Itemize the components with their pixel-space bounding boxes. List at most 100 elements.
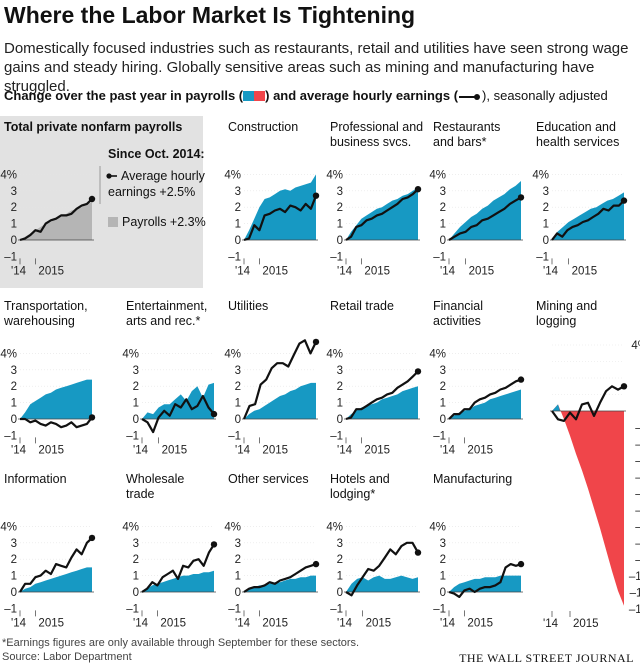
y-tick-label: 2 (337, 202, 343, 214)
panel-title: Mining and logging (536, 299, 597, 328)
earnings-endpoint (88, 195, 96, 203)
y-tick-label: 2 (11, 381, 17, 393)
y-tick-label: 2 (543, 202, 549, 214)
y-tick-label: –1 (536, 251, 549, 263)
x-tick-label: '14 (235, 617, 251, 629)
y-tick-label: 1 (11, 398, 17, 410)
x-tick-label: 2015 (162, 444, 188, 456)
x-tick-label: '14 (337, 444, 353, 456)
payrolls-area (449, 389, 521, 419)
y-tick-label: –9 (635, 555, 640, 567)
y-tick-label: 1 (133, 398, 139, 410)
payrolls-area (244, 174, 316, 240)
publisher-logo: THE WALL STREET JOURNAL (459, 651, 634, 665)
earnings-endpoint (88, 534, 96, 542)
panel-title: Construction (228, 120, 298, 134)
y-tick-label: –12 (629, 604, 640, 616)
earnings-line (20, 416, 93, 429)
panel-title: Education and health services (536, 120, 619, 149)
y-tick-label: –1 (635, 423, 640, 435)
earnings-line (243, 563, 317, 593)
y-tick-label: 3 (11, 538, 17, 550)
payrolls-area (244, 382, 316, 419)
y-tick-label: –2 (635, 439, 640, 451)
x-axis: '14 2015 (11, 610, 64, 629)
y-axis-ticks: 4% 3 2 1 0 –1 (429, 521, 446, 615)
y-tick-label: 0 (543, 235, 549, 247)
x-tick-label: '14 (235, 265, 251, 277)
x-tick-label: '14 (133, 617, 149, 629)
y-tick-label: –1 (126, 430, 139, 442)
y-axis-ticks: 4% 3 2 1 0 –1 (429, 348, 446, 442)
y-tick-label: 3 (235, 365, 241, 377)
payrolls-area (20, 379, 92, 419)
y-tick-label: 3 (337, 365, 343, 377)
gridlines (346, 526, 418, 576)
y-tick-label: –1 (228, 430, 241, 442)
x-tick-label: 2015 (38, 444, 64, 456)
y-axis-ticks: 4% 3 2 1 0 –1 (0, 348, 17, 442)
payrolls-area (346, 386, 418, 419)
x-tick-label: '14 (440, 444, 456, 456)
x-tick-label: '14 (11, 617, 27, 629)
x-axis: '14 2015 (133, 437, 187, 456)
since-label: Since Oct. 2014: (108, 147, 205, 161)
y-axis-ticks: 4% 3 2 1 0 –1 (224, 169, 241, 263)
y-tick-label: 2 (440, 554, 446, 566)
y-tick-label: 4% (429, 348, 446, 360)
earnings-key-dot (106, 173, 112, 179)
payrolls-area (552, 192, 624, 240)
x-axis: '14 2015 (440, 610, 493, 629)
y-tick-label: –1 (4, 251, 17, 263)
y-tick-label: –6 (635, 505, 640, 517)
gridlines (346, 353, 418, 403)
y-axis-ticks: 4% 3 2 1 0 –1 (0, 169, 17, 263)
x-tick-label: 2015 (262, 444, 288, 456)
y-tick-label: 3 (440, 538, 446, 550)
panel-title: Wholesale trade (126, 472, 184, 501)
x-axis: '14 2015 (11, 258, 64, 277)
y-tick-label: 4% (326, 169, 343, 181)
earnings-line (448, 563, 522, 598)
footnote: *Earnings figures are only available thr… (2, 637, 360, 649)
y-tick-label: 4% (224, 169, 241, 181)
y-axis-ticks: 4% 3 2 1 0 –1 (0, 521, 17, 615)
y-tick-label: 0 (440, 235, 446, 247)
source-note: Source: Labor Department (2, 651, 132, 663)
y-tick-label: 3 (337, 538, 343, 550)
y-tick-label: 1 (133, 571, 139, 583)
earnings-line (141, 543, 215, 593)
x-tick-label: '14 (235, 444, 251, 456)
payrolls-negative-swatch (254, 91, 266, 101)
gridlines (552, 344, 624, 395)
y-tick-label: 0 (11, 587, 17, 599)
y-tick-label: 2 (133, 381, 139, 393)
y-tick-label: –8 (635, 538, 640, 550)
y-tick-label: 4% (326, 348, 343, 360)
y-tick-label: –3 (635, 456, 640, 468)
y-tick-label: –11 (630, 588, 640, 600)
earnings-endpoint (620, 197, 628, 204)
earnings-line (19, 198, 93, 242)
y-axis-ticks: 4% 3 2 1 0 –1 (224, 521, 241, 615)
earnings-endpoint (312, 192, 320, 199)
y-tick-label: 4% (0, 169, 17, 181)
panel-title: Transportation, warehousing (3, 299, 88, 328)
y-tick-label: 3 (133, 365, 139, 377)
total-annotation: Since Oct. 2014: Average hourly earnings +… (99, 147, 206, 229)
y-tick-label: –1 (126, 603, 139, 615)
gridlines (20, 526, 92, 576)
y-tick-label: –1 (228, 603, 241, 615)
earnings-line (242, 339, 317, 420)
y-tick-label: 2 (11, 202, 17, 214)
x-tick-label: 2015 (364, 265, 390, 277)
x-tick-label: '14 (337, 265, 353, 277)
x-axis: '14 2015 (235, 437, 288, 456)
y-tick-label: 4% (224, 521, 241, 533)
x-tick-label: 2015 (160, 617, 186, 629)
panel-title: Entertainment, arts and rec.* (126, 299, 207, 328)
x-tick-label: 2015 (262, 617, 288, 629)
panel-manufacturing: Manufacturing 4% 3 2 1 0 –1 '14 2015 (429, 472, 525, 629)
panel-hotels-and-lodging: Hotels and lodging* 4% 3 2 1 0 –1 '14 2015 (326, 472, 422, 629)
legend-text-after: ), seasonally adjusted (482, 88, 608, 103)
